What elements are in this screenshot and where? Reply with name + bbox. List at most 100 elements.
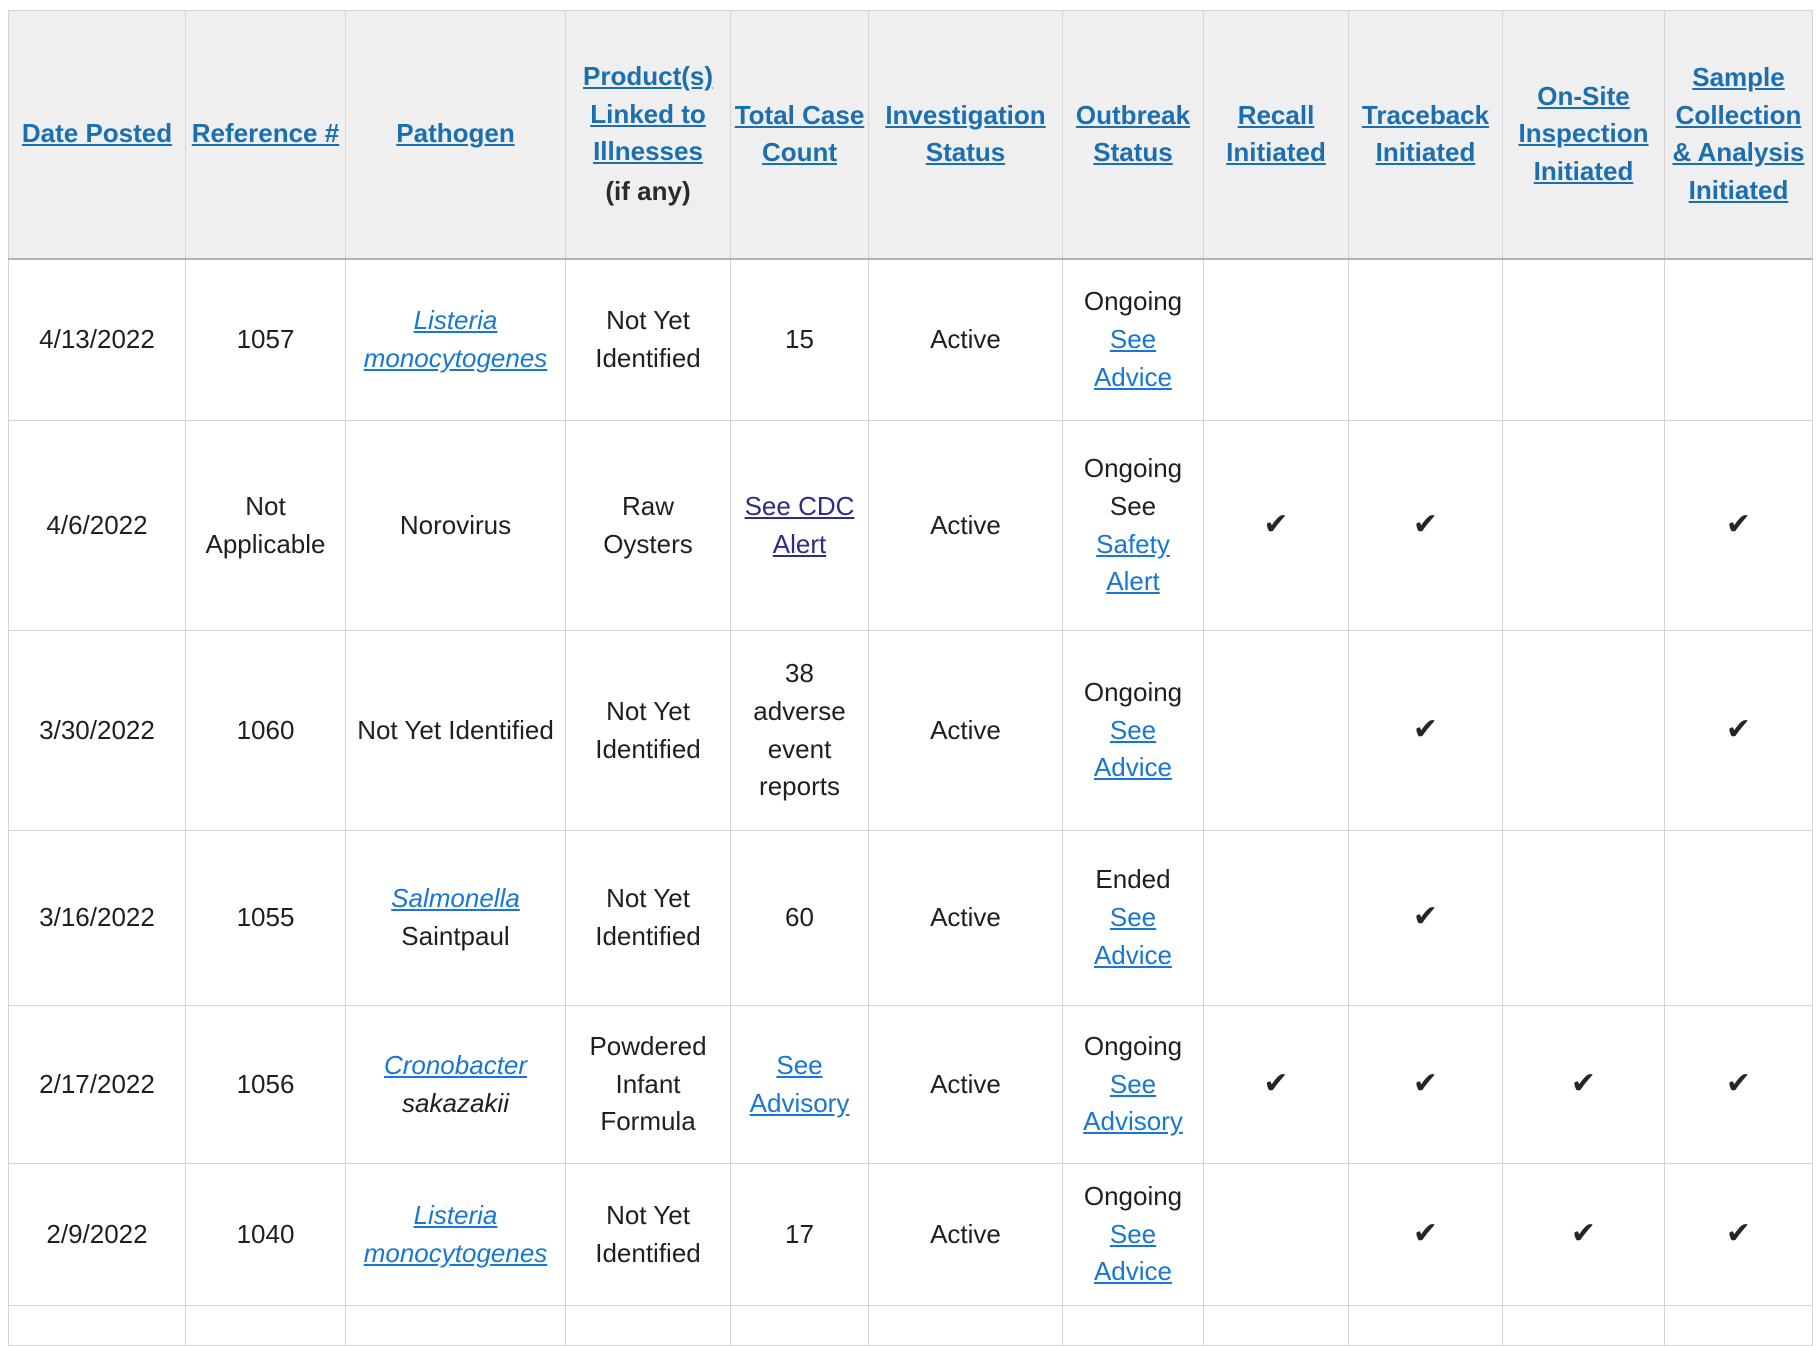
cronobacter-link[interactable]: Cronobacter bbox=[383, 1049, 528, 1080]
cell-investigation: Active bbox=[868, 830, 1063, 1006]
cell-onsite bbox=[1502, 830, 1665, 1006]
cell-text: sakazakii bbox=[402, 1087, 509, 1118]
cell-sample: ✔ bbox=[1664, 630, 1813, 831]
see-advisory-link[interactable]: See Advisory bbox=[1083, 1068, 1183, 1137]
cell-reference: 1055 bbox=[185, 830, 346, 1006]
cell-text: 1060 bbox=[236, 714, 295, 745]
cell-total: 17 bbox=[730, 1163, 869, 1306]
cell-product: Powdered Infant Formula bbox=[565, 1005, 731, 1164]
table-row: 2/17/2022 1056 Cronobacter sakazakii Powder… bbox=[8, 1005, 1813, 1164]
column-header-outbreak: Outbreak Status bbox=[1062, 10, 1204, 260]
cell-text: Not Applicable bbox=[205, 490, 326, 559]
cell-traceback: ✔ bbox=[1348, 420, 1503, 631]
table-row: 4/6/2022 Not Applicable Norovirus Raw Oyste… bbox=[8, 420, 1813, 631]
sort-link-onsite[interactable]: On-Site Inspection Initiated bbox=[1518, 80, 1649, 187]
cell-text: Active bbox=[930, 714, 1001, 745]
sort-link-product[interactable]: Product(s) Linked to Illnesses bbox=[583, 60, 713, 167]
cell-investigation: Active bbox=[868, 630, 1063, 831]
table-row: 4/13/2022 1057 Listeria monocytogenes Not Y… bbox=[8, 258, 1813, 421]
cell-text: Not Yet Identified bbox=[357, 714, 554, 745]
cell-text: 15 bbox=[785, 323, 814, 354]
cell-text: Ongoing bbox=[1083, 286, 1183, 317]
cell-sample bbox=[1664, 830, 1813, 1006]
cell-sample: ✔ bbox=[1664, 420, 1813, 631]
cell-recall bbox=[1203, 630, 1349, 831]
sample-check-icon: ✔ bbox=[1725, 1066, 1752, 1100]
sort-link-outbreak[interactable]: Outbreak Status bbox=[1075, 99, 1191, 168]
cell-recall bbox=[1203, 1305, 1349, 1346]
see-advice-link[interactable]: See Advice bbox=[1093, 1218, 1173, 1287]
cell-product: Raw Oysters bbox=[565, 420, 731, 631]
cell-pathogen: Salmonella Saintpaul bbox=[345, 830, 566, 1006]
salmonella-link[interactable]: Salmonella bbox=[391, 883, 520, 914]
cell-reference: Not Applicable bbox=[185, 420, 346, 631]
cell-outbreak: Ongoing See Advice bbox=[1062, 258, 1204, 421]
see-advice-link[interactable]: See Advice bbox=[1093, 714, 1173, 783]
onsite-check-icon: ✔ bbox=[1570, 1216, 1597, 1250]
cell-date: 4/6/2022 bbox=[8, 420, 186, 631]
recall-check-icon: ✔ bbox=[1263, 1066, 1289, 1100]
cell-date: 2/17/2022 bbox=[8, 1005, 186, 1164]
cell-product: Not Yet Identified bbox=[565, 1163, 731, 1306]
cell-recall bbox=[1203, 830, 1349, 1006]
cell-investigation: Active bbox=[868, 420, 1063, 631]
listeria-monocytogenes-link[interactable]: Listeria monocytogenes bbox=[363, 305, 548, 373]
sample-check-icon: ✔ bbox=[1725, 1216, 1752, 1250]
sort-link-date[interactable]: Date Posted bbox=[21, 118, 173, 149]
cell-onsite bbox=[1502, 1305, 1665, 1346]
sort-link-recall[interactable]: Recall Initiated bbox=[1226, 99, 1326, 168]
header-row: Date Posted Reference # Pathogen Product(s)… bbox=[8, 10, 1813, 260]
safety-alert-link[interactable]: Safety Alert bbox=[1096, 528, 1170, 597]
outbreak-table-container: Date Posted Reference # Pathogen Product(s)… bbox=[8, 10, 1813, 1346]
sort-link-reference[interactable]: Reference # bbox=[191, 118, 340, 149]
cell-reference: 1057 bbox=[185, 258, 346, 421]
column-header-reference: Reference # bbox=[185, 10, 346, 260]
cell-total: See CDC Alert bbox=[730, 420, 869, 631]
cell-text: Not Yet Identified bbox=[595, 883, 701, 951]
cell-pathogen: Norovirus bbox=[345, 420, 566, 631]
cell-sample bbox=[1664, 258, 1813, 421]
outbreak-investigations-table: Date Posted Reference # Pathogen Product(s)… bbox=[8, 10, 1813, 1346]
column-header-recall: Recall Initiated bbox=[1203, 10, 1349, 260]
table-header: Date Posted Reference # Pathogen Product(s)… bbox=[8, 10, 1813, 260]
see-advice-link[interactable]: See Advice bbox=[1093, 323, 1173, 392]
see-cdc-alert-link[interactable]: See CDC Alert bbox=[744, 490, 855, 559]
cell-text: 3/16/2022 bbox=[39, 902, 155, 933]
sort-link-pathogen[interactable]: Pathogen bbox=[396, 118, 515, 149]
see-advisory-link[interactable]: See Advisory bbox=[749, 1049, 850, 1118]
cell-investigation: Active bbox=[868, 1163, 1063, 1306]
cell-outbreak: Ongoing See Advice bbox=[1062, 630, 1204, 831]
cell-text: Not Yet Identified bbox=[595, 695, 701, 764]
cell-text: Raw Oysters bbox=[603, 490, 693, 559]
cell-text: Norovirus bbox=[399, 509, 512, 540]
cell-outbreak: Ongoing See Advisory bbox=[1062, 1005, 1204, 1164]
listeria-monocytogenes-link[interactable]: Listeria monocytogenes bbox=[363, 1199, 548, 1268]
sort-link-sample[interactable]: Sample Collection & Analysis Initiated bbox=[1672, 61, 1805, 205]
sort-link-investigation[interactable]: Investigation Status bbox=[885, 99, 1046, 168]
cell-text: 60 bbox=[785, 902, 814, 933]
cell-product bbox=[565, 1305, 731, 1346]
cell-traceback bbox=[1348, 1305, 1503, 1346]
cell-pathogen bbox=[345, 1305, 566, 1346]
cell-recall: ✔ bbox=[1203, 1005, 1349, 1164]
cell-outbreak: Ongoing See Advice bbox=[1062, 1163, 1204, 1306]
cell-text: 1055 bbox=[236, 902, 295, 933]
cell-text: 2/17/2022 bbox=[39, 1068, 155, 1099]
cell-text: Active bbox=[930, 902, 1001, 933]
cell-text: Ongoing See bbox=[1083, 453, 1183, 521]
cell-text: Active bbox=[930, 323, 1001, 354]
cell-pathogen: Listeria monocytogenes bbox=[345, 1163, 566, 1306]
cell-text: Ongoing bbox=[1083, 1030, 1183, 1061]
column-header-pathogen: Pathogen bbox=[345, 10, 566, 260]
cell-total bbox=[730, 1305, 869, 1346]
cell-date: 2/9/2022 bbox=[8, 1163, 186, 1306]
sort-link-total[interactable]: Total Case Count bbox=[734, 99, 865, 168]
cell-text: 2/9/2022 bbox=[46, 1218, 148, 1249]
sort-link-traceback[interactable]: Traceback Initiated bbox=[1361, 99, 1490, 168]
cell-text: 1057 bbox=[236, 323, 295, 354]
table-row: 3/16/2022 1055 Salmonella Saintpaul Not Yet… bbox=[8, 830, 1813, 1006]
cell-date: 4/13/2022 bbox=[8, 258, 186, 421]
cell-onsite bbox=[1502, 630, 1665, 831]
see-advice-link[interactable]: See Advice bbox=[1093, 902, 1173, 970]
cell-total: 15 bbox=[730, 258, 869, 421]
